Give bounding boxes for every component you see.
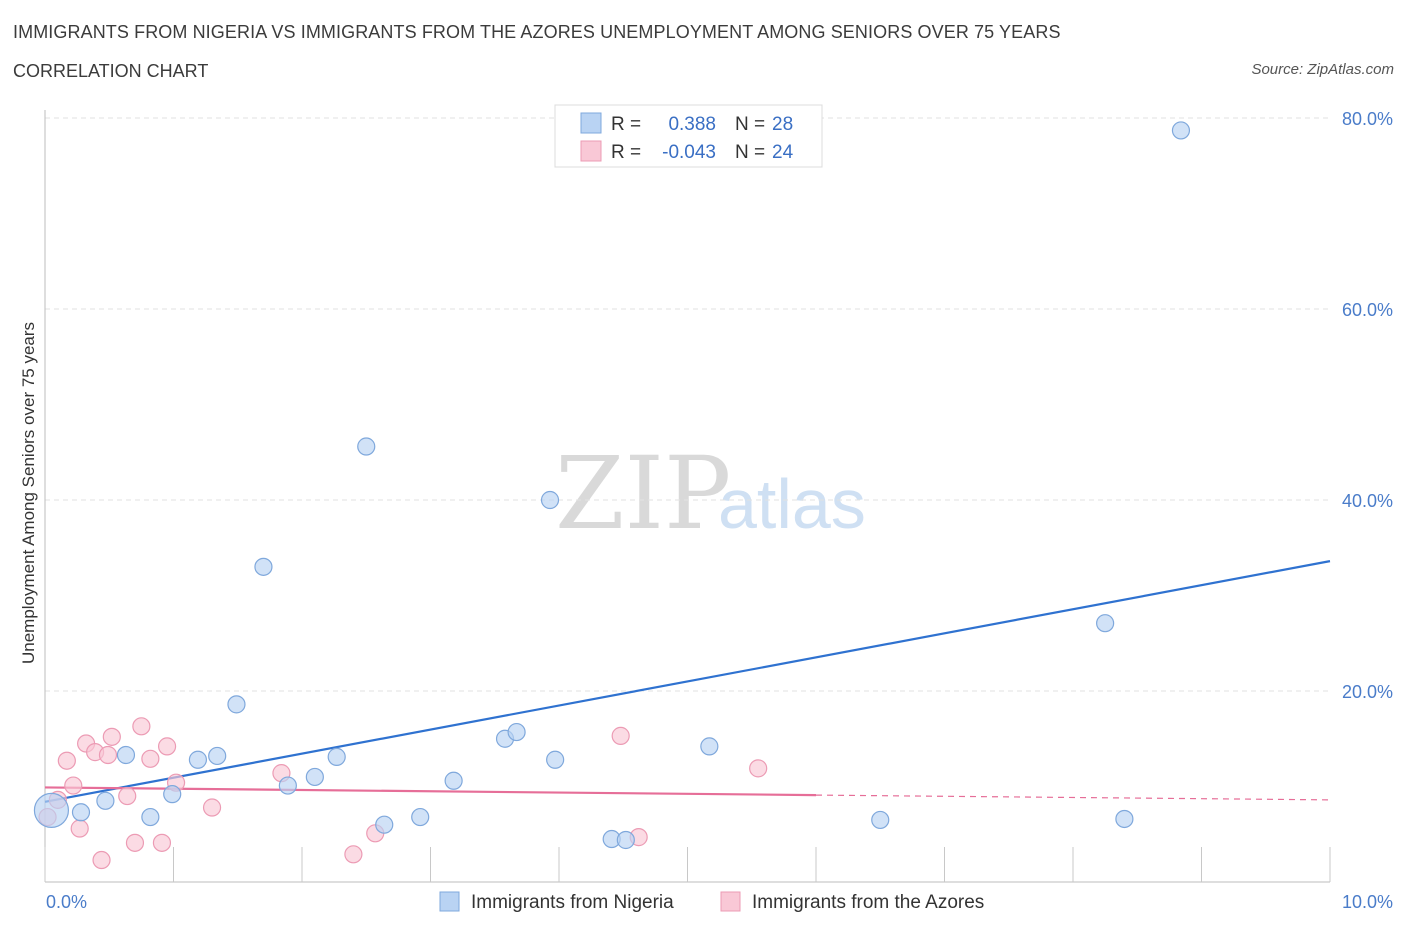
y-tick-label: 60.0% <box>1342 300 1393 320</box>
data-point-azores <box>141 749 160 768</box>
data-point-azores <box>132 717 151 736</box>
data-point-azores <box>102 727 121 746</box>
y-tick-label: 40.0% <box>1342 491 1393 511</box>
correlation-legend: R = 0.388 N = 28 R = -0.043 N = 24 <box>554 104 823 168</box>
x-tick-label-min: 0.0% <box>46 892 87 912</box>
legend-n-label-azores: N = <box>735 142 765 163</box>
data-point-nigeria <box>700 737 719 756</box>
data-point-nigeria <box>305 767 324 787</box>
source-label: Source: ZipAtlas.com <box>1251 61 1394 78</box>
data-point-nigeria <box>227 695 246 714</box>
data-point-nigeria <box>1171 121 1191 140</box>
data-point-azores <box>344 845 363 864</box>
data-point-nigeria <box>96 791 115 810</box>
data-point-nigeria <box>278 776 297 795</box>
data-point-nigeria <box>163 785 182 804</box>
series-legend: Immigrants from Nigeria Immigrants from … <box>439 891 984 913</box>
data-point-azores <box>92 850 111 870</box>
trend-line-nigeria <box>44 560 1331 803</box>
data-point-nigeria <box>188 750 208 769</box>
x-tick-label-max: 10.0% <box>1342 892 1393 912</box>
y-tick-label: 20.0% <box>1342 682 1393 702</box>
legend-r-label-nigeria: R = <box>611 114 641 135</box>
data-point-azores <box>118 786 137 806</box>
data-point-azores <box>64 776 83 795</box>
series-legend-label-nigeria: Immigrants from Nigeria <box>471 892 674 913</box>
legend-n-value-nigeria: 28 <box>772 114 793 135</box>
chart-title: IMMIGRANTS FROM NIGERIA VS IMMIGRANTS FR… <box>13 22 1061 42</box>
y-axis-title: Unemployment Among Seniors over 75 years <box>19 322 38 664</box>
legend-r-label-azores: R = <box>611 142 641 163</box>
data-point-nigeria <box>375 815 394 834</box>
data-point-nigeria <box>71 803 91 822</box>
data-point-nigeria <box>1115 809 1134 829</box>
legend-r-value-nigeria: 0.388 <box>668 114 716 135</box>
data-point-azores <box>157 737 177 756</box>
legend-n-value-azores: 24 <box>772 142 794 163</box>
data-point-azores <box>611 726 630 745</box>
series-legend-swatch-nigeria <box>439 891 460 912</box>
data-point-nigeria <box>616 830 635 850</box>
data-point-nigeria <box>1096 614 1115 633</box>
data-point-nigeria <box>208 746 227 766</box>
data-point-azores <box>152 833 172 852</box>
series-legend-swatch-azores <box>720 891 741 912</box>
axes: 0.0% 10.0% <box>44 110 1393 912</box>
data-point-azores <box>125 833 145 852</box>
grid: 20.0% 40.0% 60.0% 80.0% <box>45 109 1393 702</box>
series-legend-label-azores: Immigrants from the Azores <box>752 892 984 913</box>
y-tick-label: 80.0% <box>1342 109 1393 129</box>
data-point-azores <box>98 745 118 765</box>
legend-swatch-nigeria <box>580 112 602 134</box>
data-point-nigeria <box>546 750 565 769</box>
trend-line-azores-extension <box>815 794 1331 801</box>
data-point-azores <box>202 798 222 817</box>
chart-subtitle: CORRELATION CHART <box>13 61 209 81</box>
data-point-azores <box>70 819 89 838</box>
data-point-nigeria <box>141 807 160 827</box>
data-point-nigeria <box>411 807 430 827</box>
data-point-nigeria <box>116 745 136 765</box>
watermark-atlas: atlas <box>718 465 866 543</box>
data-point-nigeria <box>357 437 376 456</box>
data-point-nigeria <box>507 722 526 742</box>
data-point-nigeria <box>871 810 890 830</box>
legend-swatch-azores <box>580 140 602 162</box>
legend-n-label-nigeria: N = <box>735 114 765 135</box>
data-point-nigeria <box>254 557 273 576</box>
data-points <box>33 121 1191 870</box>
data-point-nigeria <box>540 490 560 510</box>
data-point-azores <box>749 759 768 778</box>
trend-line-azores <box>44 786 817 797</box>
legend-r-value-azores: -0.043 <box>662 142 716 163</box>
data-point-nigeria <box>444 771 463 790</box>
watermark-zip: ZIP <box>555 435 731 552</box>
trend-lines <box>44 560 1331 803</box>
data-point-azores <box>57 751 76 770</box>
data-point-nigeria <box>33 792 70 828</box>
data-point-nigeria <box>327 747 346 766</box>
